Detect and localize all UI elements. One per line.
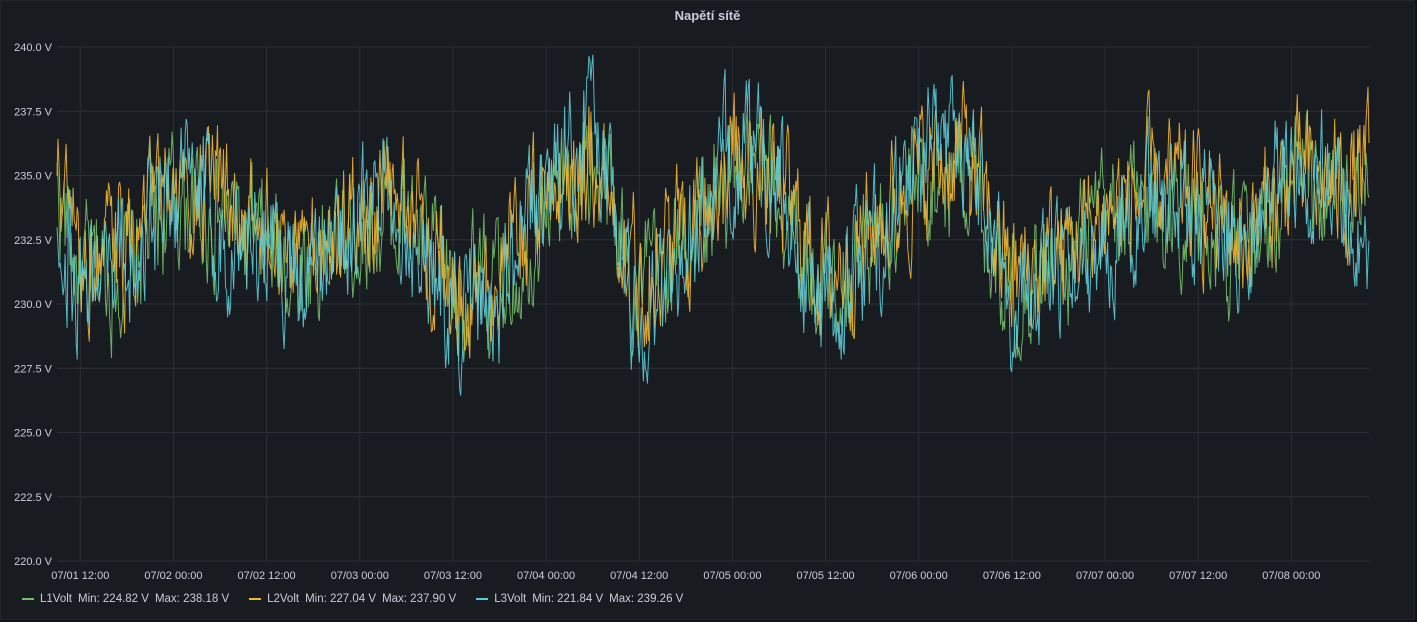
x-tick-label: 07/07 00:00 (1076, 570, 1134, 582)
x-tick-label: 07/02 00:00 (144, 570, 202, 582)
legend-swatch-l1 (22, 598, 34, 600)
y-tick-label: 220.0 V (14, 556, 53, 568)
legend-label-l3: L3Volt (494, 593, 527, 605)
x-tick-label: 07/03 12:00 (424, 570, 482, 582)
x-tick-label: 07/04 12:00 (610, 570, 668, 582)
y-tick-label: 232.5 V (14, 235, 53, 247)
y-tick-label: 235.0 V (14, 171, 53, 183)
legend-min-l3: Min: 221.84 V (532, 593, 604, 605)
x-tick-label: 07/01 12:00 (51, 570, 109, 582)
series-line-l2volt (56, 80, 1370, 359)
legend-max-l1: Max: 238.18 V (154, 593, 230, 605)
x-tick-label: 07/03 00:00 (331, 570, 389, 582)
legend-min-l1: Min: 224.82 V (77, 593, 149, 605)
legend-label-l1: L1Volt (40, 593, 72, 605)
legend-max-l2: Max: 237.90 V (382, 593, 457, 605)
x-tick-label: 07/08 00:00 (1262, 570, 1320, 582)
legend-label-l2: L2Volt (267, 593, 300, 605)
legend-item-l2[interactable]: L2Volt Min: 227.04 V Max: 237.90 V (249, 593, 462, 605)
y-tick-label: 237.5 V (14, 106, 53, 118)
legend: L1Volt Min: 224.82 V Max: 238.18 V L2Vol… (22, 593, 689, 605)
x-tick-label: 07/05 00:00 (703, 570, 761, 582)
x-tick-label: 07/06 00:00 (890, 570, 948, 582)
legend-item-l3[interactable]: L3Volt Min: 221.84 V Max: 239.26 V (476, 593, 689, 605)
y-tick-label: 230.0 V (14, 299, 53, 311)
x-tick-label: 07/07 12:00 (1169, 570, 1227, 582)
x-tick-label: 07/06 12:00 (983, 570, 1041, 582)
x-tick-label: 07/05 12:00 (797, 570, 855, 582)
legend-swatch-l3 (476, 598, 489, 600)
panel-title[interactable]: Napětí sítě (674, 8, 741, 23)
y-tick-label: 222.5 V (14, 492, 53, 504)
y-tick-label: 240.0 V (14, 42, 53, 54)
series-line-l3volt (56, 54, 1370, 396)
x-tick-label: 07/02 12:00 (238, 570, 296, 582)
legend-item-l1[interactable]: L1Volt Min: 224.82 V Max: 238.18 V (22, 593, 235, 605)
x-tick-label: 07/04 00:00 (517, 570, 575, 582)
legend-min-l2: Min: 227.04 V (305, 593, 377, 605)
y-tick-label: 227.5 V (14, 363, 53, 375)
legend-swatch-l2 (249, 598, 262, 600)
legend-max-l3: Max: 239.26 V (609, 593, 684, 605)
y-tick-label: 225.0 V (14, 428, 53, 440)
